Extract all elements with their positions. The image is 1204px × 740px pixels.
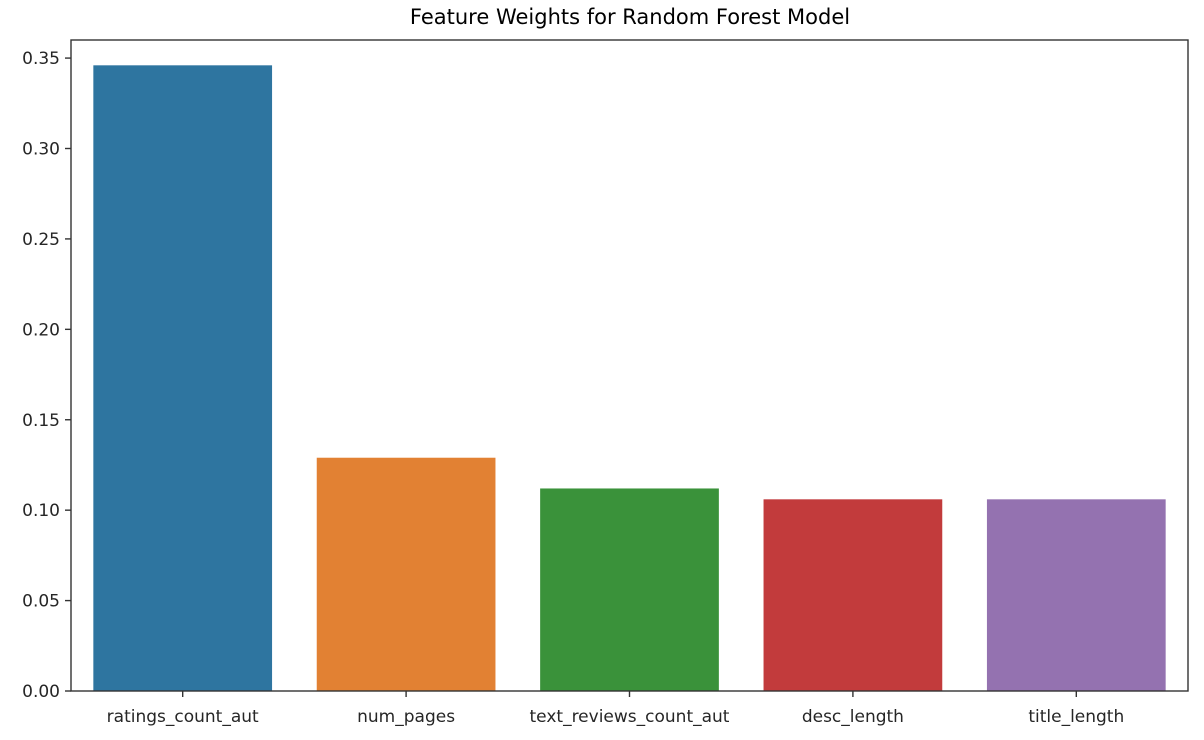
x-axis: ratings_count_aut num_pages text_reviews_c…	[107, 691, 1124, 727]
y-tick-label: 0.00	[22, 682, 60, 702]
y-tick-label: 0.15	[22, 411, 60, 431]
y-tick-label: 0.30	[22, 140, 60, 160]
y-tick-label: 0.20	[22, 320, 60, 340]
bar-num-pages	[316, 457, 496, 691]
bar-desc-length	[763, 499, 943, 691]
chart-title: Feature Weights for Random Forest Model	[410, 5, 850, 29]
x-tick-label: ratings_count_aut	[107, 707, 259, 727]
bar-text-reviews-count-aut	[540, 488, 719, 691]
y-tick-label: 0.05	[22, 592, 60, 612]
x-tick-label: num_pages	[357, 707, 455, 727]
x-tick-label: text_reviews_count_aut	[530, 707, 730, 727]
bar-title-length	[986, 499, 1166, 691]
y-axis: 0.00 0.05 0.10 0.15 0.20 0.25 0.30 0.35	[22, 49, 71, 702]
bar-ratings-count-aut	[93, 65, 273, 692]
y-tick-label: 0.25	[22, 230, 60, 250]
x-tick-label: desc_length	[802, 707, 904, 727]
plot-frame	[70, 39, 1189, 692]
y-tick-label: 0.35	[22, 49, 60, 69]
y-tick-label: 0.10	[22, 501, 60, 521]
x-tick-label: title_length	[1028, 707, 1124, 727]
bars	[93, 65, 1166, 692]
